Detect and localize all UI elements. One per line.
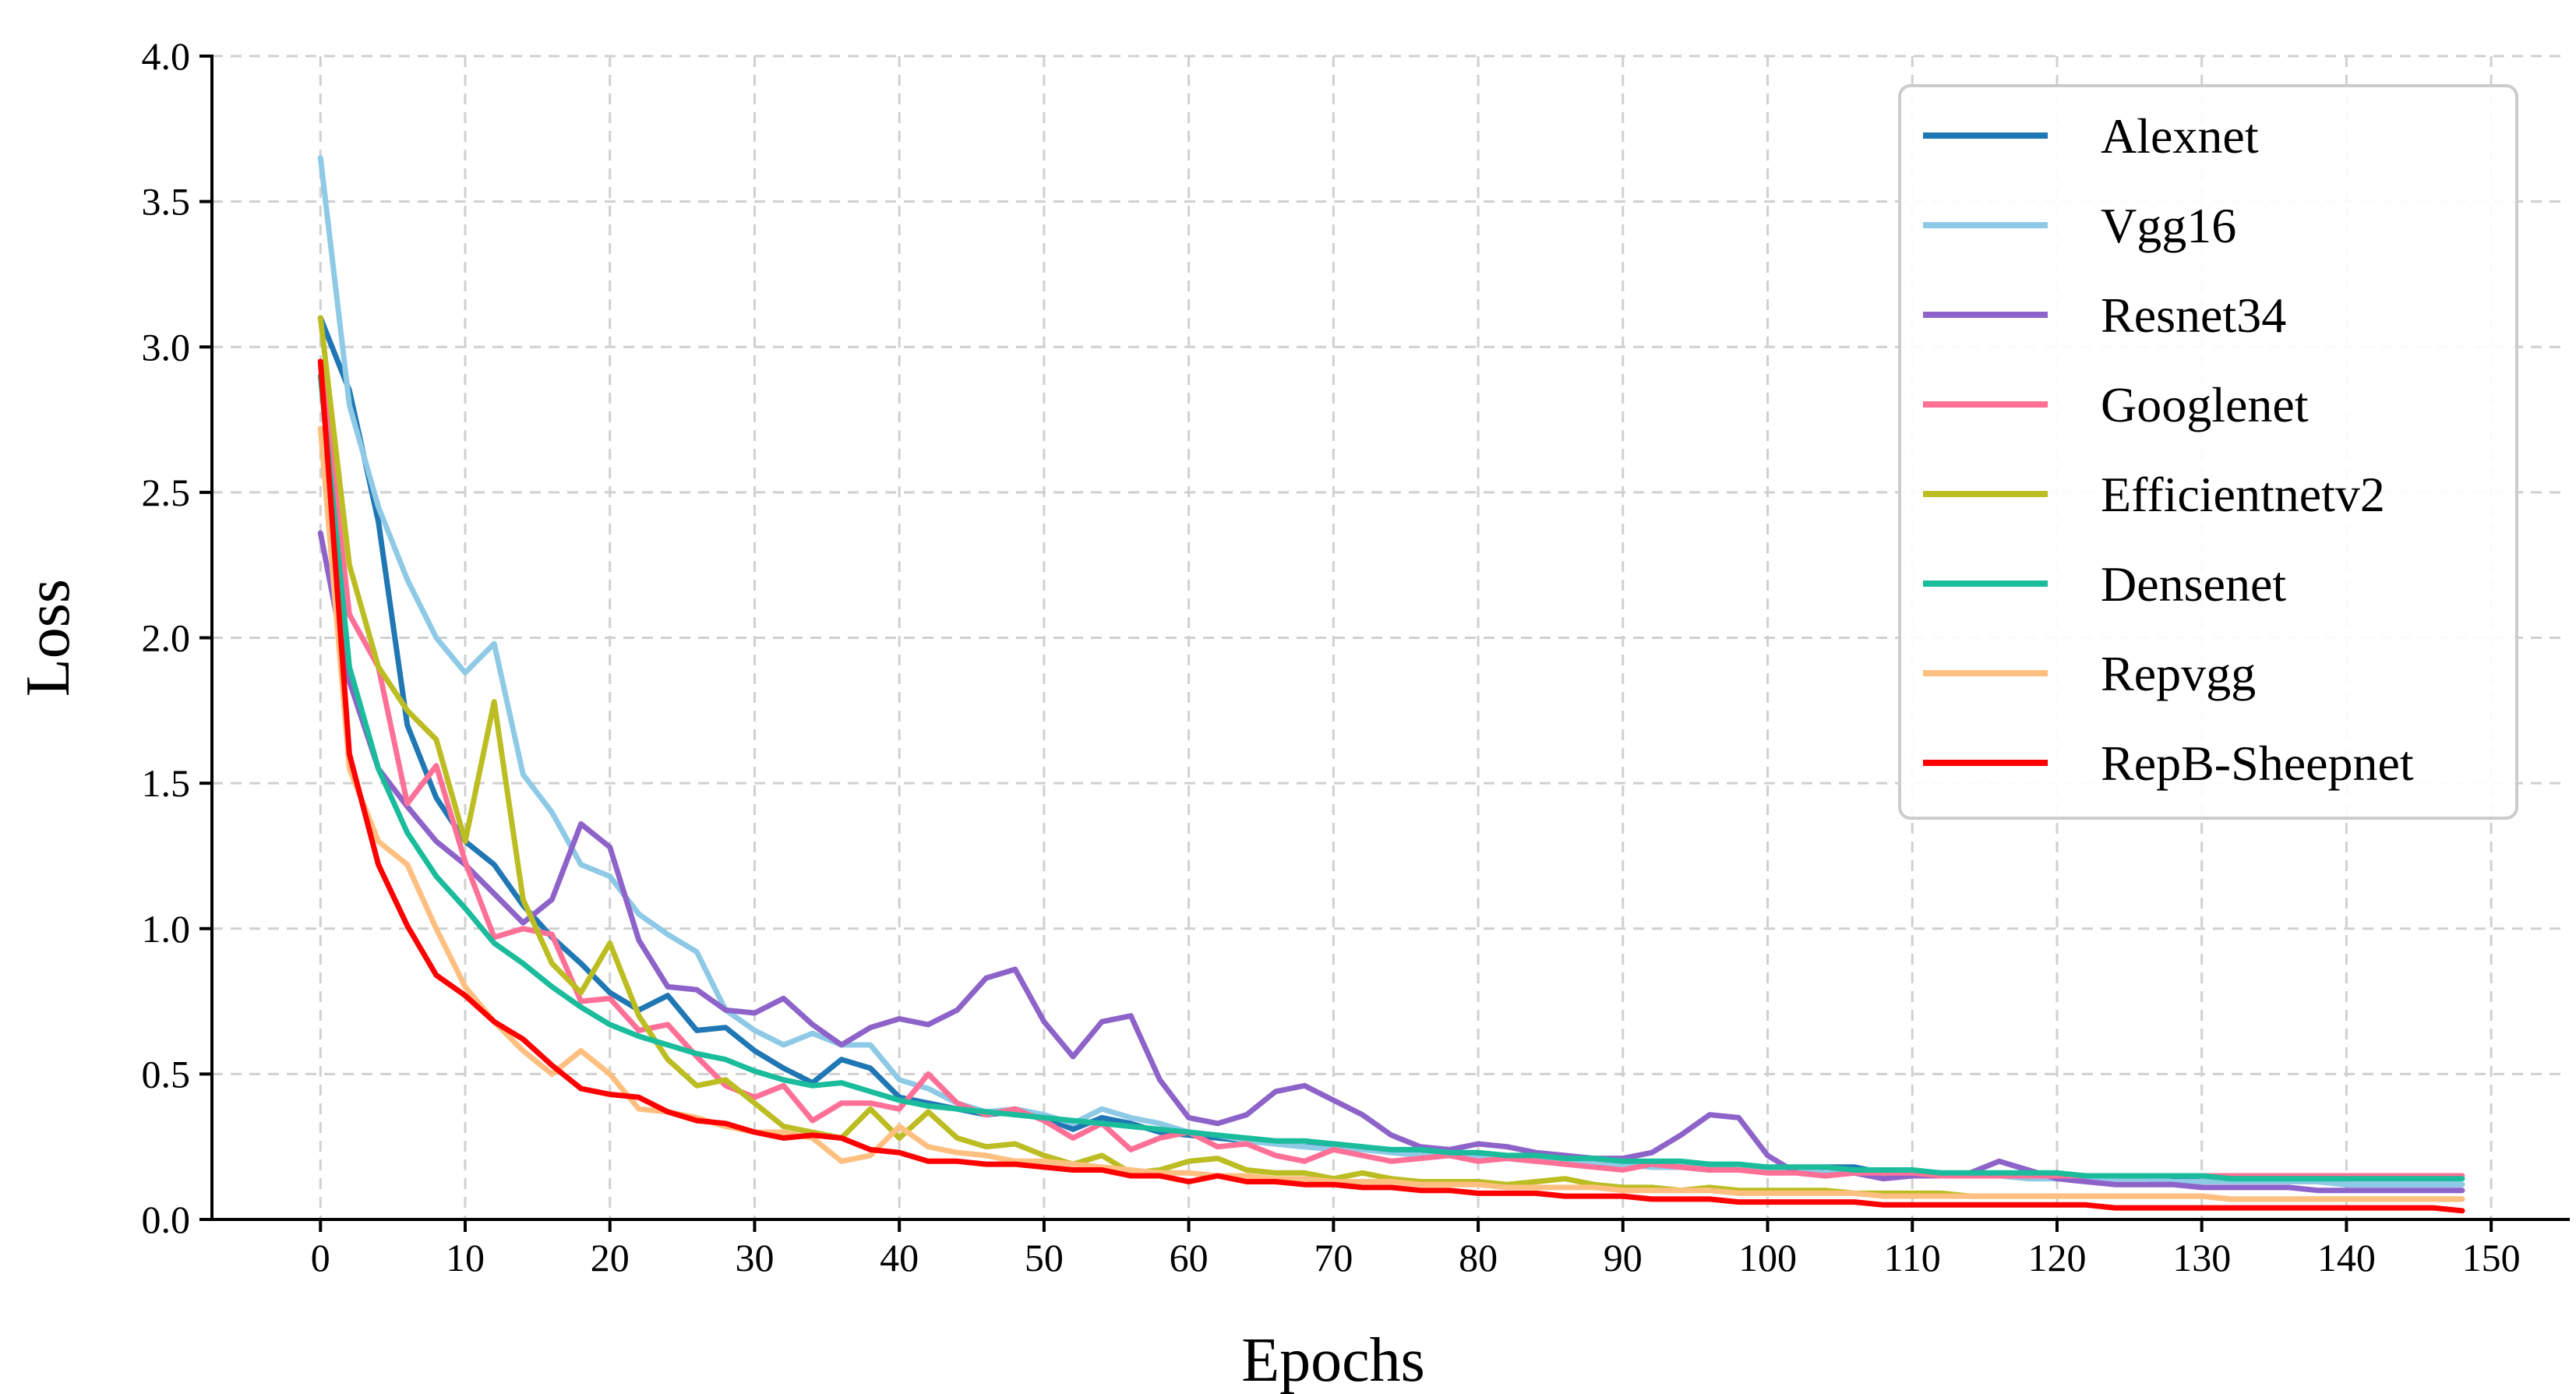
series-line-repb-sheepnet bbox=[317, 358, 2465, 1214]
y-tick-label: 4.0 bbox=[142, 34, 191, 78]
legend-label: Resnet34 bbox=[2101, 288, 2286, 343]
x-tick-label: 30 bbox=[735, 1236, 774, 1279]
legend-label: Repvgg bbox=[2101, 646, 2256, 701]
x-tick-label: 110 bbox=[1884, 1236, 1941, 1279]
legend: Alexnet Vgg16 Resnet34 Googlenet Efficientne… bbox=[1898, 84, 2518, 820]
y-tick-label: 0.0 bbox=[142, 1198, 191, 1241]
x-tick-label: 100 bbox=[1738, 1236, 1797, 1279]
x-tick-label: 0 bbox=[311, 1236, 330, 1279]
x-tick-label: 80 bbox=[1459, 1236, 1498, 1279]
series-line-densenet bbox=[317, 373, 2465, 1182]
legend-label: Densenet bbox=[2101, 556, 2286, 612]
y-tick-label: 0.5 bbox=[142, 1052, 191, 1096]
x-tick-label: 60 bbox=[1170, 1236, 1209, 1279]
x-tick-label: 150 bbox=[2462, 1236, 2521, 1279]
y-tick-label: 3.5 bbox=[142, 180, 191, 224]
x-tick-label: 40 bbox=[880, 1236, 919, 1279]
legend-label: Vgg16 bbox=[2101, 198, 2236, 253]
x-tick-label: 70 bbox=[1314, 1236, 1353, 1279]
x-tick-label: 50 bbox=[1025, 1236, 1064, 1279]
y-tick-label: 2.5 bbox=[142, 471, 191, 514]
y-tick-label: 2.0 bbox=[142, 616, 191, 660]
axes bbox=[199, 55, 2570, 1232]
legend-label: Alexnet bbox=[2101, 108, 2259, 164]
y-tick-label: 1.5 bbox=[142, 761, 191, 805]
x-tick-label: 130 bbox=[2172, 1236, 2231, 1279]
legend-label: RepB-Sheepnet bbox=[2101, 736, 2414, 791]
x-tick-label: 10 bbox=[446, 1236, 485, 1279]
x-axis-title: Epochs bbox=[1241, 1326, 1425, 1394]
legend-label: Efficientnetv2 bbox=[2101, 467, 2385, 522]
x-tick-label: 90 bbox=[1604, 1236, 1643, 1279]
legend-label: Googlenet bbox=[2101, 377, 2309, 432]
x-tick-label: 20 bbox=[591, 1236, 630, 1279]
y-tick-label: 1.0 bbox=[142, 907, 191, 951]
series-layer bbox=[317, 155, 2465, 1214]
tick-labels: 0 10 20 30 40 50 60 70 80 90 100 110 120 130 140 150 0.0… bbox=[142, 34, 2521, 1279]
x-tick-label: 140 bbox=[2317, 1236, 2376, 1279]
y-tick-label: 3.0 bbox=[142, 325, 191, 369]
series-line-resnet34 bbox=[317, 530, 2465, 1194]
y-axis-title: Loss bbox=[14, 579, 83, 697]
series-line-vgg16 bbox=[317, 155, 2465, 1188]
x-tick-label: 120 bbox=[2027, 1236, 2086, 1279]
legend-box bbox=[1898, 84, 2518, 820]
